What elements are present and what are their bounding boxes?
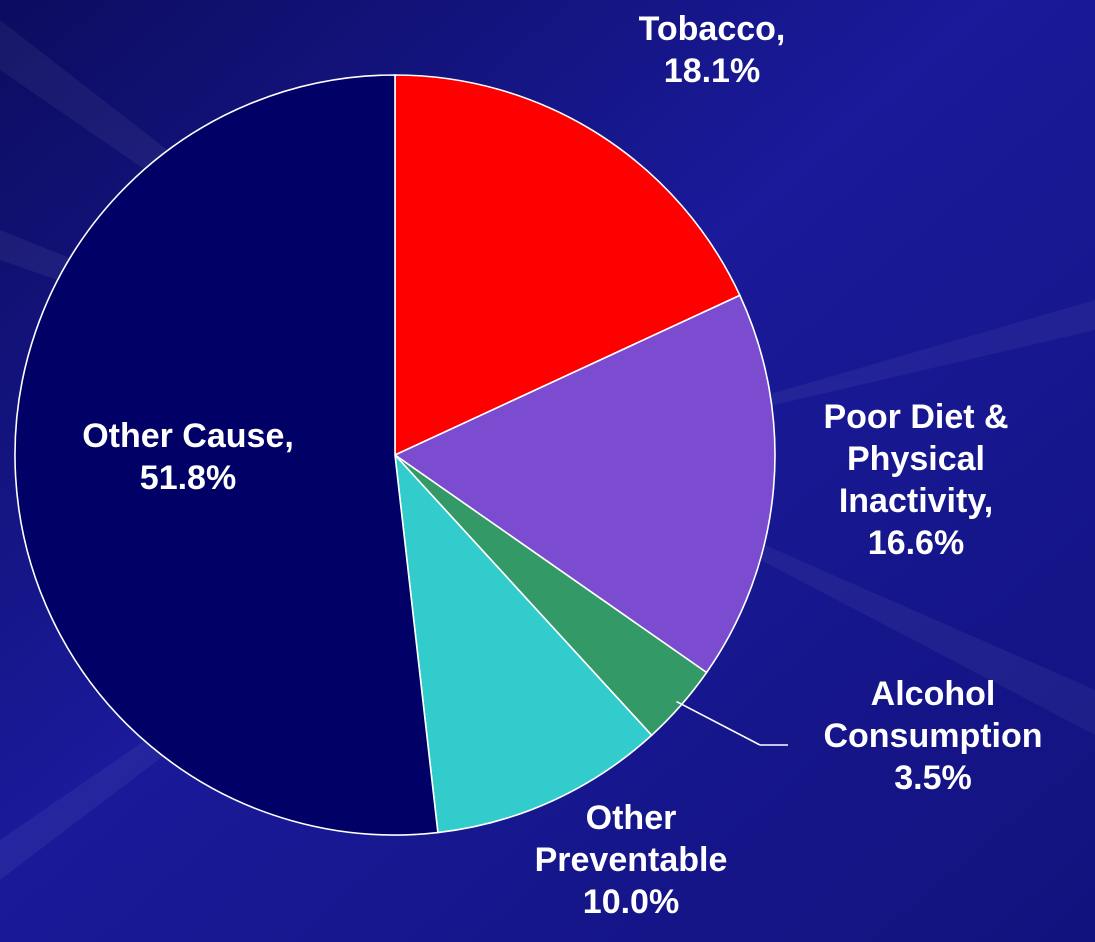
alcohol-leader-line	[676, 700, 761, 746]
slice-label-tobacco: Tobacco, 18.1%	[639, 10, 786, 90]
slice-label-line: 18.1%	[664, 52, 760, 90]
pie-slice-poor-diet	[393, 294, 776, 674]
slice-label-line: Other	[586, 799, 677, 837]
slice-label-line: Tobacco,	[639, 10, 786, 48]
slice-label-line: Consumption	[823, 717, 1042, 755]
slice-label-line: Alcohol	[871, 675, 996, 713]
pie-slice-tobacco	[394, 74, 741, 457]
slice-label-line: 16.6%	[868, 524, 964, 562]
slice-label-line: 10.0%	[583, 883, 679, 921]
slice-label-alcohol: Alcohol Consumption 3.5%	[823, 675, 1042, 797]
slice-label-line: Poor Diet &	[823, 398, 1008, 436]
slice-label-line: Other Cause,	[82, 417, 294, 455]
pie-slice-other-preventable	[393, 452, 653, 834]
slice-label-line: 51.8%	[140, 459, 236, 497]
slice-label-line: Physical	[847, 440, 985, 478]
slice-label-line: Inactivity,	[839, 482, 993, 520]
slice-label-line: Preventable	[535, 841, 728, 879]
slice-label-line: 3.5%	[894, 759, 972, 797]
slice-label-other-preventable: Other Preventable 10.0%	[535, 799, 728, 921]
slice-label-poor-diet: Poor Diet & Physical Inactivity, 16.6%	[823, 398, 1008, 562]
pie-slices	[14, 74, 776, 836]
slice-labels: Tobacco, 18.1% Poor Diet & Physical Inactivi…	[82, 10, 1042, 921]
slice-label-other-cause: Other Cause, 51.8%	[82, 417, 294, 497]
pie-slice-other-cause	[14, 74, 439, 836]
